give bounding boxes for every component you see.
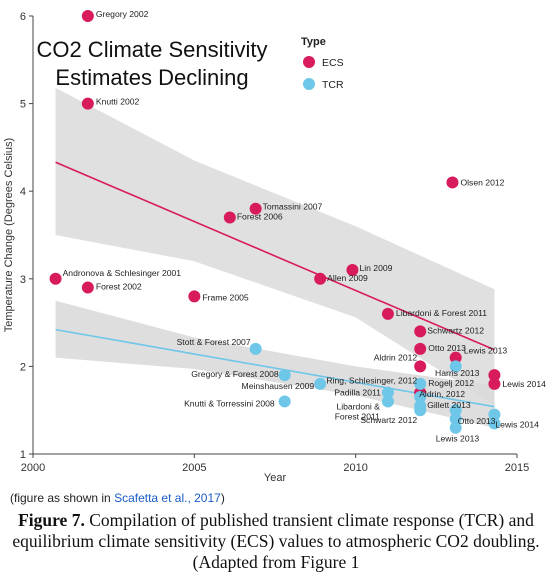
point-label: Tomassini 2007	[263, 202, 323, 212]
data-point-ecs	[188, 290, 201, 303]
data-point-ecs	[414, 342, 427, 355]
x-tick-label: 2005	[182, 462, 206, 474]
point-label: Schwartz 2012	[360, 415, 417, 425]
chart-title-line-2: Estimates Declining	[55, 65, 248, 90]
point-label: Frame 2005	[202, 292, 249, 302]
point-labels: Gregory 2002 Knutti 2002 Olsen 2012 Tomassi…	[63, 9, 547, 444]
y-tick-label: 3	[20, 274, 26, 286]
legend-tcr-label: TCR	[322, 79, 344, 91]
legend-title: Type	[301, 36, 326, 48]
axes: 1 2 3 4 5 6 2000 2005 2010 2015	[20, 11, 529, 474]
data-point-ecs	[414, 360, 427, 373]
y-tick-label: 2	[20, 361, 26, 373]
x-tick-label: 2015	[505, 462, 529, 474]
data-point-ecs	[488, 377, 501, 390]
point-label: Padilla 2011	[334, 388, 381, 398]
data-point-tcr	[488, 417, 501, 430]
point-label: Gregory & Forest 2008	[191, 369, 279, 379]
data-point-tcr	[414, 391, 427, 404]
point-label: Otto 2013	[428, 343, 466, 353]
point-label: Lewis 2014	[495, 419, 539, 429]
data-point-ecs	[446, 176, 459, 189]
figure-caption: Figure 7. Compilation of published trans…	[10, 510, 542, 573]
data-point-tcr	[414, 404, 427, 417]
data-point-ecs	[381, 307, 394, 320]
chart-title-line-1: CO2 Climate Sensitivity	[36, 37, 267, 62]
y-axis-title: Temperature Change (Degrees Celsius)	[3, 138, 15, 332]
point-label: Schwartz 2012	[427, 325, 484, 335]
point-label: Harris 2013	[435, 368, 480, 378]
point-label: Libardoni &	[336, 401, 380, 411]
y-tick-label: 6	[20, 11, 26, 23]
point-label: Libardoni & Forest 2011	[396, 308, 487, 318]
data-point-ecs	[449, 351, 462, 364]
point-label: Gillett 2013	[427, 400, 471, 410]
data-points	[49, 10, 501, 434]
point-label: Lewis 2013	[464, 346, 508, 356]
sensitivity-scatter-chart: 1 2 3 4 5 6 2000 2005 2010 2015 Gregory 2002 Knutt…	[3, 9, 547, 484]
data-point-tcr	[449, 404, 462, 417]
source-note: (figure as shown in Scafetta et al., 201…	[10, 491, 225, 505]
y-tick-label: 1	[20, 449, 26, 461]
point-label: Aldrin, 2012	[419, 389, 465, 399]
source-note-suffix: )	[220, 491, 225, 505]
data-point-ecs	[346, 264, 359, 277]
x-tick-label: 2010	[343, 462, 367, 474]
data-point-tcr	[278, 395, 291, 408]
data-point-ecs	[223, 211, 236, 224]
point-label: Aldrin 2012	[374, 352, 418, 362]
point-label: Olsen 2012	[460, 177, 504, 187]
point-label: Allen 2009	[327, 273, 368, 283]
point-label: Forest 2006	[237, 211, 283, 221]
legend-ecs-marker	[303, 56, 315, 68]
data-point-ecs	[81, 97, 94, 110]
data-point-tcr	[278, 369, 291, 382]
point-label: Lewis 2013	[436, 434, 480, 444]
legend-tcr-marker	[303, 78, 315, 90]
data-point-ecs	[414, 325, 427, 338]
data-point-ecs	[249, 202, 262, 215]
x-tick-label: 2000	[21, 462, 45, 474]
point-label: Lin 2009	[359, 263, 392, 273]
data-point-ecs	[488, 369, 501, 382]
confidence-band-ecs	[55, 87, 495, 405]
point-label: Ring, Schlesinger, 2012	[326, 376, 417, 386]
caption-text: Compilation of published transient clima…	[12, 510, 540, 572]
data-point-ecs	[81, 281, 94, 294]
point-label: Forest 2002	[96, 282, 142, 292]
data-point-tcr	[314, 377, 327, 390]
point-label: Knutti 2002	[96, 97, 140, 107]
point-label: Gregory 2002	[96, 9, 149, 19]
point-label: Stott & Forest 2007	[177, 337, 251, 347]
point-label: Lewis 2014	[502, 379, 546, 389]
y-tick-label: 4	[20, 186, 26, 198]
chart-title: CO2 Climate Sensitivity Estimates Declin…	[36, 37, 267, 90]
data-point-tcr	[449, 360, 462, 373]
data-point-tcr	[381, 395, 394, 408]
data-point-ecs	[314, 272, 327, 285]
data-point-tcr	[414, 377, 427, 390]
point-label: Otto 2013	[458, 416, 496, 426]
point-label: Forest 2011	[335, 411, 380, 421]
legend: Type ECS TCR	[301, 36, 344, 91]
point-label: Andronova & Schlesinger 2001	[63, 268, 182, 278]
data-point-tcr	[381, 386, 394, 399]
point-label: Rogelj 2012	[428, 378, 474, 388]
source-note-prefix: (figure as shown in	[10, 491, 115, 505]
y-tick-label: 5	[20, 99, 26, 111]
x-axis-title: Year	[264, 472, 287, 484]
legend-ecs-label: ECS	[322, 57, 344, 69]
trend-line-ecs	[55, 161, 495, 351]
caption-figure-number: Figure 7.	[18, 510, 85, 530]
source-link[interactable]: Scafetta et al., 2017	[114, 491, 221, 505]
data-point-tcr	[449, 421, 462, 434]
data-point-ecs	[49, 272, 62, 285]
data-point-ecs	[81, 10, 94, 22]
point-label: Knutti & Torressini 2008	[184, 398, 275, 408]
data-point-tcr	[249, 342, 262, 355]
point-label: Meinshausen 2009	[242, 381, 315, 391]
data-point-tcr	[449, 412, 462, 425]
data-point-tcr	[488, 408, 501, 421]
